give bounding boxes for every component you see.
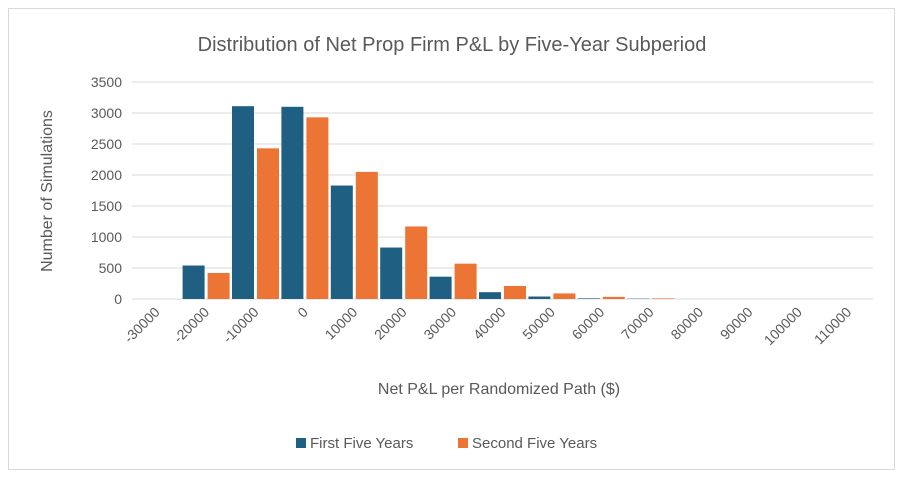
bar-second-10000 [355,171,378,299]
x-tick-label: 100000 [761,304,805,348]
histogram-chart: Distribution of Net Prop Firm P&L by Fiv… [39,34,873,452]
bar-second-40000 [504,285,526,299]
x-tick-label: 80000 [667,304,706,343]
bar-first-20000 [380,247,403,299]
y-tick-label: 1500 [91,198,122,214]
bar-second-0 [306,117,329,299]
bar-first-40000 [479,292,501,299]
bar-second-30000 [454,263,477,299]
bar-second-70000 [652,298,675,299]
legend-swatch-1 [296,438,306,448]
x-tick-label: 10000 [322,304,361,343]
bar-first-30000 [429,276,452,299]
bars [182,106,675,300]
x-tick-label: 60000 [569,304,608,343]
y-tick-label: 1000 [91,229,122,245]
bar-first--20000 [182,265,205,299]
y-axis-tick-labels: 0 500 1000 1500 2000 2500 3000 3500 [91,74,122,307]
x-tick-label: 50000 [519,304,558,343]
y-axis-title: Number of Simulations [39,110,56,272]
y-tick-label: 3500 [91,74,122,90]
legend-swatch-2 [458,438,468,448]
bar-second--20000 [207,272,230,299]
y-tick-label: 500 [99,260,123,276]
bar-second--10000 [257,148,279,299]
bar-second-50000 [553,293,576,299]
bar-first-10000 [330,185,353,299]
x-tick-label: 0 [294,304,311,321]
y-tick-label: 2000 [91,167,122,183]
x-tick-label: 70000 [618,304,657,343]
legend-label-2: Second Five Years [472,435,597,452]
x-tick-label: 40000 [470,304,509,343]
gridlines [132,81,873,300]
x-axis-tick-labels: -30000 -20000 -10000 0 10000 20000 30000 40000 5… [121,304,855,348]
bar-first-0 [281,106,304,299]
x-tick-label: -20000 [170,304,212,346]
legend-label-1: First Five Years [310,435,413,452]
x-axis-title: Net P&L per Randomized Path ($) [378,381,620,398]
x-tick-label: 110000 [811,304,855,348]
y-tick-label: 2500 [91,136,122,152]
bar-second-60000 [602,296,625,299]
chart-frame: Distribution of Net Prop Firm P&L by Fiv… [8,8,895,470]
y-tick-label: 3000 [91,105,122,121]
legend: First Five Years Second Five Years [296,435,597,452]
bar-first-60000 [577,298,600,299]
x-tick-label: 90000 [717,304,756,343]
chart-title: Distribution of Net Prop Firm P&L by Fiv… [198,34,707,56]
y-tick-label: 0 [114,291,122,307]
bar-first--10000 [232,106,254,300]
bar-first-50000 [528,296,551,299]
x-tick-label: -10000 [219,304,261,346]
x-tick-label: -30000 [121,304,163,346]
x-tick-label: 30000 [420,304,459,343]
bar-second-20000 [405,226,428,299]
x-tick-label: 20000 [371,304,410,343]
